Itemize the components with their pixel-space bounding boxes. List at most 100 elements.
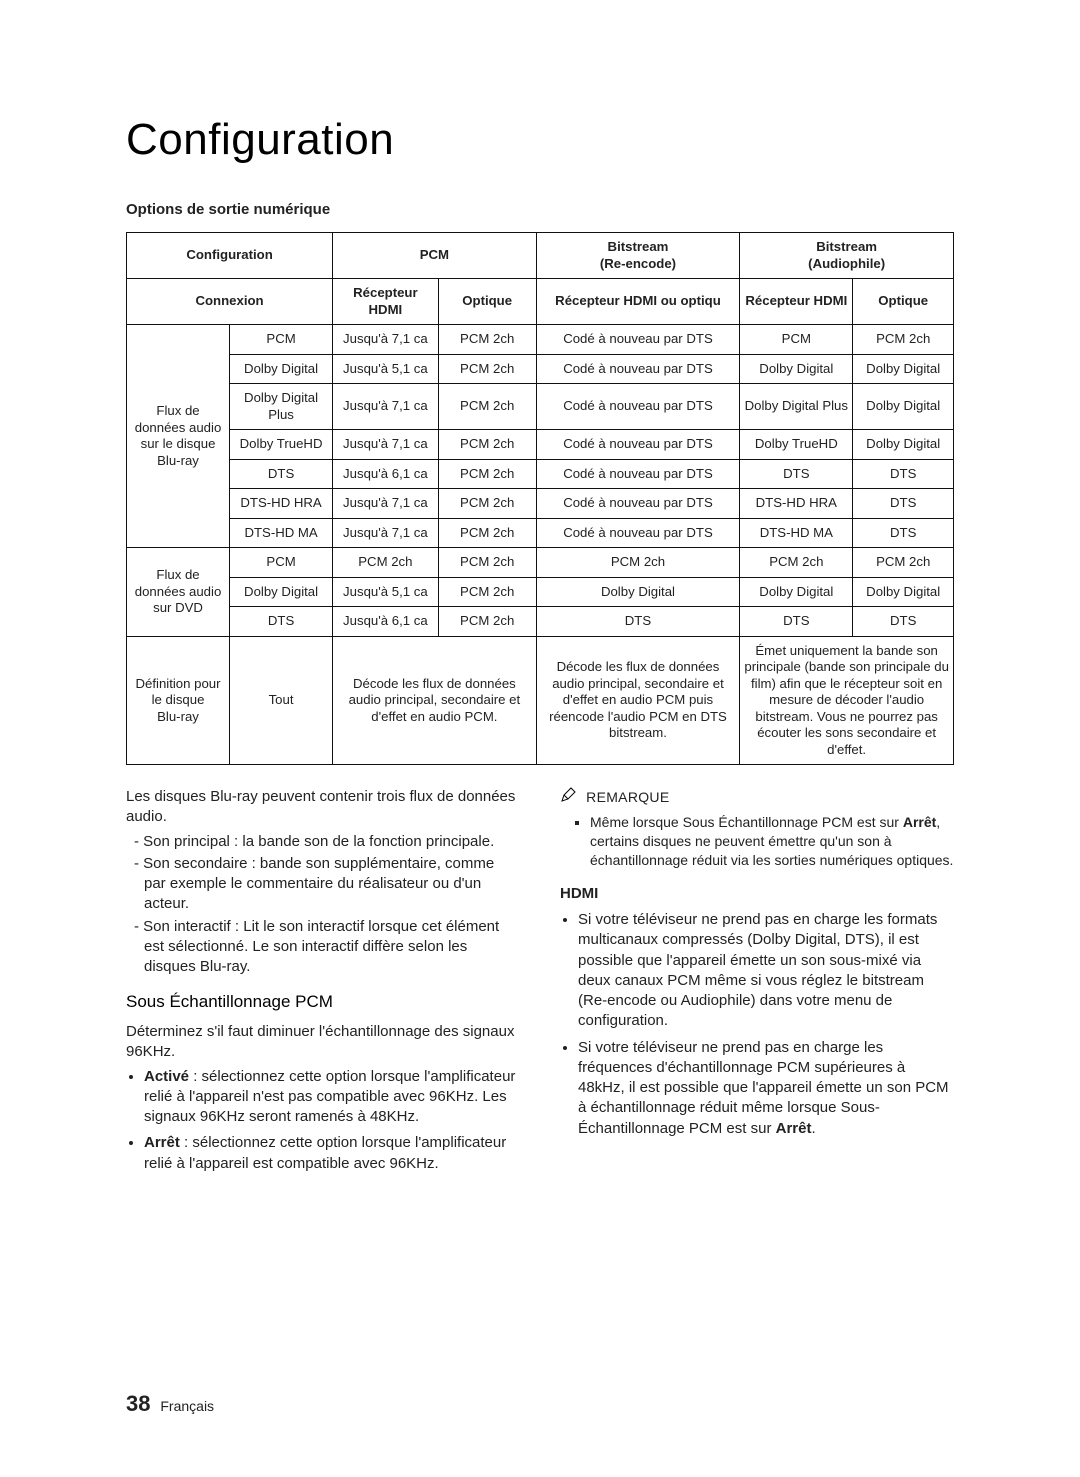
row-group-bluray: Flux de données audio sur le disque Blu-… bbox=[127, 325, 230, 548]
table-cell: Dolby Digital bbox=[230, 577, 333, 607]
table-row: Dolby DigitalJusqu'à 5,1 caPCM 2chCodé à… bbox=[127, 354, 954, 384]
table-cell: Dolby Digital bbox=[536, 577, 740, 607]
table-cell: Dolby Digital Plus bbox=[230, 384, 333, 430]
hdmi-list: Si votre téléviseur ne prend pas en char… bbox=[560, 910, 954, 1139]
th-configuration: Configuration bbox=[127, 233, 333, 279]
table-cell: DTS bbox=[230, 459, 333, 489]
table-row-definition: Définition pour le disque Blu-rayToutDéc… bbox=[127, 636, 954, 765]
hdmi-heading: HDMI bbox=[560, 884, 954, 904]
table-cell: Dolby Digital bbox=[740, 577, 853, 607]
table-row: Dolby DigitalJusqu'à 5,1 caPCM 2chDolby … bbox=[127, 577, 954, 607]
table-cell: Codé à nouveau par DTS bbox=[536, 459, 740, 489]
table-row: DTS-HD HRAJusqu'à 7,1 caPCM 2chCodé à no… bbox=[127, 489, 954, 519]
table-cell: PCM bbox=[230, 548, 333, 578]
audio-streams-list: Son principal : la bande son de la fonct… bbox=[126, 832, 520, 978]
table-cell: Codé à nouveau par DTS bbox=[536, 354, 740, 384]
table-cell: DTS bbox=[853, 518, 954, 548]
table-cell: PCM 2ch bbox=[438, 325, 536, 355]
hdmi-item-2: Si votre téléviseur ne prend pas en char… bbox=[578, 1038, 954, 1139]
table-header-row-1: Configuration PCM Bitstream (Re-encode) … bbox=[127, 233, 954, 279]
table-cell: Codé à nouveau par DTS bbox=[536, 489, 740, 519]
th-reencode-hdmi-opt: Récepteur HDMI ou optiqu bbox=[536, 279, 740, 325]
table-row: DTS-HD MAJusqu'à 7,1 caPCM 2chCodé à nou… bbox=[127, 518, 954, 548]
th-pcm: PCM bbox=[333, 233, 537, 279]
pcm-ds-options: Activé : sélectionnez cette option lorsq… bbox=[126, 1067, 520, 1174]
th-bitstream-reencode: Bitstream (Re-encode) bbox=[536, 233, 740, 279]
th-audiophile-optique: Optique bbox=[853, 279, 954, 325]
table-cell: Jusqu'à 5,1 ca bbox=[333, 354, 439, 384]
def-label: Définition pour le disque Blu-ray bbox=[127, 636, 230, 765]
def-audiophile: Émet uniquement la bande son principale … bbox=[740, 636, 954, 765]
def-pcm: Décode les flux de données audio princip… bbox=[333, 636, 537, 765]
table-row: Flux de données audio sur DVDPCMPCM 2chP… bbox=[127, 548, 954, 578]
text-off: : sélectionnez cette option lorsque l'am… bbox=[144, 1134, 506, 1171]
text-active: : sélectionnez cette option lorsque l'am… bbox=[144, 1068, 515, 1126]
table-cell: Dolby TrueHD bbox=[230, 430, 333, 460]
table-cell: Dolby Digital bbox=[853, 577, 954, 607]
table-cell: Jusqu'à 6,1 ca bbox=[333, 459, 439, 489]
table-row: Flux de données audio sur le disque Blu-… bbox=[127, 325, 954, 355]
th-pcm-optique: Optique bbox=[438, 279, 536, 325]
page-root: Configuration Options de sortie numériqu… bbox=[0, 0, 1080, 1477]
th-pcm-hdmi: Récepteur HDMI bbox=[333, 279, 439, 325]
table-cell: DTS bbox=[853, 459, 954, 489]
option-off: Arrêt : sélectionnez cette option lorsqu… bbox=[144, 1133, 520, 1174]
table-cell: Codé à nouveau par DTS bbox=[536, 384, 740, 430]
row-group-dvd: Flux de données audio sur DVD bbox=[127, 548, 230, 637]
table-cell: PCM 2ch bbox=[438, 430, 536, 460]
table-cell: PCM 2ch bbox=[333, 548, 439, 578]
table-cell: DTS-HD HRA bbox=[740, 489, 853, 519]
right-column: REMARQUE Même lorsque Sous Échantillonna… bbox=[560, 787, 954, 1182]
pencil-icon bbox=[560, 787, 576, 809]
table-cell: PCM 2ch bbox=[438, 607, 536, 637]
table-cell: PCM 2ch bbox=[438, 489, 536, 519]
table-row: DTSJusqu'à 6,1 caPCM 2chCodé à nouveau p… bbox=[127, 459, 954, 489]
intro-text: Les disques Blu-ray peuvent contenir tro… bbox=[126, 787, 520, 828]
table-cell: PCM 2ch bbox=[438, 518, 536, 548]
page-language: Français bbox=[160, 1398, 214, 1414]
hdmi-item-1: Si votre téléviseur ne prend pas en char… bbox=[578, 910, 954, 1032]
table-cell: DTS bbox=[740, 459, 853, 489]
table-cell: Dolby Digital bbox=[853, 430, 954, 460]
table-cell: Jusqu'à 5,1 ca bbox=[333, 577, 439, 607]
table-cell: PCM 2ch bbox=[438, 548, 536, 578]
table-cell: DTS-HD HRA bbox=[230, 489, 333, 519]
th-bitstream-audiophile: Bitstream (Audiophile) bbox=[740, 233, 954, 279]
page-title: Configuration bbox=[126, 115, 954, 165]
table-cell: Dolby Digital bbox=[230, 354, 333, 384]
table-cell: Tout bbox=[230, 636, 333, 765]
table-row: Dolby Digital PlusJusqu'à 7,1 caPCM 2chC… bbox=[127, 384, 954, 430]
table-header-row-2: Connexion Récepteur HDMI Optique Récepte… bbox=[127, 279, 954, 325]
output-options-table: Configuration PCM Bitstream (Re-encode) … bbox=[126, 232, 954, 765]
table-body: Flux de données audio sur le disque Blu-… bbox=[127, 325, 954, 765]
table-cell: Codé à nouveau par DTS bbox=[536, 430, 740, 460]
table-cell: PCM 2ch bbox=[438, 577, 536, 607]
table-cell: Dolby Digital bbox=[740, 354, 853, 384]
table-cell: PCM 2ch bbox=[438, 384, 536, 430]
table-cell: Jusqu'à 7,1 ca bbox=[333, 518, 439, 548]
table-cell: PCM bbox=[230, 325, 333, 355]
th-connexion: Connexion bbox=[127, 279, 333, 325]
table-cell: Jusqu'à 7,1 ca bbox=[333, 384, 439, 430]
table-cell: PCM 2ch bbox=[740, 548, 853, 578]
th-audiophile-hdmi: Récepteur HDMI bbox=[740, 279, 853, 325]
table-cell: Codé à nouveau par DTS bbox=[536, 325, 740, 355]
table-cell: Jusqu'à 6,1 ca bbox=[333, 607, 439, 637]
table-cell: DTS bbox=[536, 607, 740, 637]
table-cell: Jusqu'à 7,1 ca bbox=[333, 325, 439, 355]
table-row: DTSJusqu'à 6,1 caPCM 2chDTSDTSDTS bbox=[127, 607, 954, 637]
table-cell: DTS-HD MA bbox=[230, 518, 333, 548]
list-item: Son principal : la bande son de la fonct… bbox=[134, 832, 520, 852]
table-cell: Dolby Digital Plus bbox=[740, 384, 853, 430]
table-row: Dolby TrueHDJusqu'à 7,1 caPCM 2chCodé à … bbox=[127, 430, 954, 460]
section-subtitle: Options de sortie numérique bbox=[126, 201, 954, 218]
table-cell: PCM 2ch bbox=[536, 548, 740, 578]
table-cell: Dolby Digital bbox=[853, 354, 954, 384]
table-cell: Dolby Digital bbox=[853, 384, 954, 430]
table-cell: DTS-HD MA bbox=[740, 518, 853, 548]
table-cell: PCM 2ch bbox=[438, 354, 536, 384]
label-active: Activé bbox=[144, 1068, 189, 1085]
note-header: REMARQUE bbox=[560, 787, 954, 809]
option-active: Activé : sélectionnez cette option lorsq… bbox=[144, 1067, 520, 1128]
table-cell: DTS bbox=[230, 607, 333, 637]
